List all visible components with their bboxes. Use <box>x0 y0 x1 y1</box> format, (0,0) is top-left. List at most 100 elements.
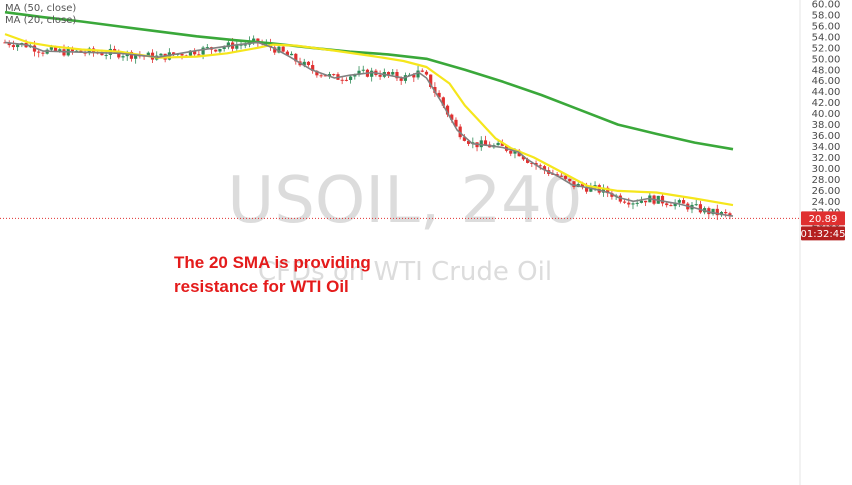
candle-body <box>715 208 719 216</box>
candle-body <box>239 44 243 46</box>
candle-body <box>159 53 163 56</box>
y-tick-label: 44.00 <box>812 87 841 98</box>
candle-body <box>526 159 530 163</box>
candle-body <box>353 74 357 77</box>
candle-body <box>509 150 513 154</box>
annotation-line-1: The 20 SMA is providing <box>174 253 371 272</box>
candle-body <box>610 193 614 197</box>
y-tick-label: 46.00 <box>812 76 841 87</box>
ma-fast-line <box>4 41 734 217</box>
candle-body <box>112 48 117 51</box>
candle-body <box>724 212 728 214</box>
candle-body <box>83 52 87 54</box>
candle-body <box>500 142 504 146</box>
candle-body <box>214 49 218 52</box>
candle-body <box>445 105 450 115</box>
candle-body <box>728 213 732 216</box>
candle-body <box>530 162 534 164</box>
y-tick-label: 48.00 <box>812 65 841 76</box>
candle-body <box>357 70 361 75</box>
candle-body <box>256 38 260 43</box>
candle-body <box>627 202 631 205</box>
y-tick-label: 52.00 <box>812 43 841 54</box>
candle-body <box>226 42 230 48</box>
candle-body <box>399 78 403 81</box>
candle-body <box>711 208 715 215</box>
candle-body <box>378 75 382 77</box>
candle-body <box>49 47 53 50</box>
candle-body <box>665 203 669 206</box>
annotation-line-2: resistance for WTI Oil <box>174 277 349 296</box>
candle-body <box>327 74 332 77</box>
candle-body <box>483 140 488 145</box>
y-tick-label: 40.00 <box>812 109 841 120</box>
candle-body <box>218 48 222 52</box>
candle-body <box>252 38 256 41</box>
candle-body <box>496 142 500 146</box>
candle-body <box>197 54 201 56</box>
candle-body <box>568 178 572 182</box>
candle-body <box>11 45 16 48</box>
candle-body <box>100 53 104 56</box>
y-tick-label: 30.00 <box>812 164 841 175</box>
candle-body <box>660 195 665 204</box>
y-tick-label: 50.00 <box>812 54 841 65</box>
y-tick-label: 28.00 <box>812 175 841 186</box>
candle-body <box>146 52 150 57</box>
candle-body <box>277 46 281 53</box>
y-tick-label: 42.00 <box>812 98 841 109</box>
candle-body <box>386 72 391 75</box>
candle-body <box>319 75 323 77</box>
candle-body <box>222 47 226 49</box>
y-tick-label: 54.00 <box>812 32 841 43</box>
y-tick-label: 58.00 <box>812 10 841 21</box>
price-axis-background <box>800 0 852 485</box>
y-tick-label: 24.00 <box>812 197 841 208</box>
candle-body <box>289 53 294 56</box>
candle-body <box>41 52 45 54</box>
legend: MA (50, close) MA (20, close) <box>5 3 76 26</box>
candle-body <box>698 204 703 213</box>
candle-body <box>75 50 79 52</box>
price-axis-ticks: 18.0020.0022.0024.0026.0028.0030.0032.00… <box>812 0 841 241</box>
candle-body <box>395 72 399 79</box>
candle-body <box>58 49 62 52</box>
ma-green-line <box>4 10 734 151</box>
candle-body <box>7 42 11 46</box>
candle-body <box>593 185 597 187</box>
candle-body <box>631 203 635 205</box>
candle-body <box>601 187 606 193</box>
candle-body <box>281 46 285 52</box>
plot-background <box>0 0 800 485</box>
candle-body <box>437 92 441 98</box>
candle-body <box>441 97 445 106</box>
candle-body <box>644 200 648 203</box>
candle-body <box>412 74 416 78</box>
candle-body <box>673 202 677 207</box>
candle-body <box>16 44 20 48</box>
candle-body <box>235 44 239 49</box>
candle-body <box>332 74 336 76</box>
candle-body <box>294 53 298 62</box>
candle-body <box>454 119 458 127</box>
candle-body <box>302 61 306 66</box>
candle-body <box>572 181 576 188</box>
candle-body <box>361 69 365 71</box>
candle-body <box>416 70 420 78</box>
candle-body <box>121 56 125 58</box>
candle-body <box>323 75 327 77</box>
candle-body <box>559 175 563 177</box>
candle-body <box>205 47 209 49</box>
y-tick-label: 56.00 <box>812 21 841 32</box>
candle-body <box>429 74 433 88</box>
ma-yellow-line <box>4 33 734 207</box>
candle-body <box>344 79 348 81</box>
candle-body <box>669 205 673 207</box>
candle-body <box>677 200 681 203</box>
candle-body <box>188 50 193 56</box>
moving-averages <box>4 10 734 217</box>
candle-body <box>70 48 75 52</box>
candle-body <box>273 47 277 53</box>
